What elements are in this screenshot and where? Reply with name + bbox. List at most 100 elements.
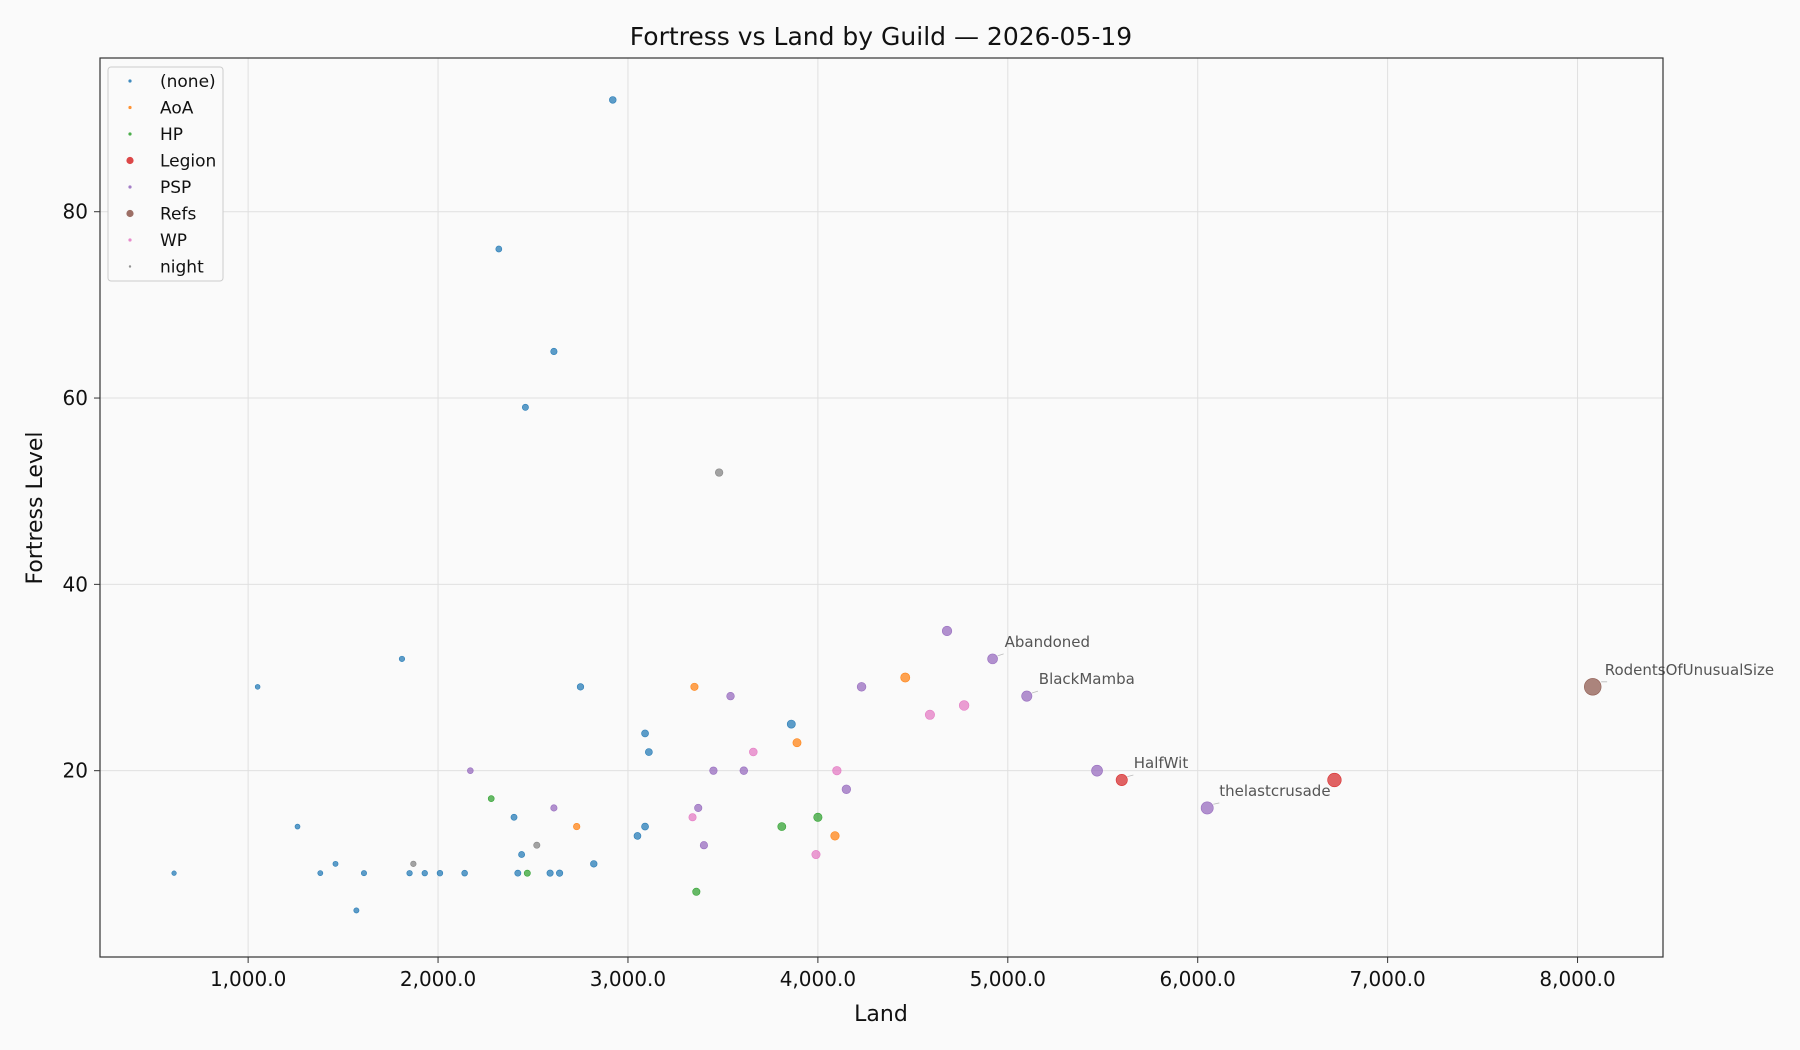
legend-marker	[126, 156, 134, 165]
data-point	[546, 869, 554, 877]
y-tick-label: 20	[63, 759, 88, 783]
data-point	[353, 907, 360, 914]
y-tick-label: 40	[63, 572, 88, 596]
grid-lines	[100, 58, 1663, 957]
data-point	[1021, 690, 1033, 702]
data-point	[633, 832, 642, 840]
y-axis-ticks: 20 40 60 80	[63, 200, 100, 783]
data-point	[832, 766, 842, 776]
data-point	[510, 813, 518, 821]
x-tick-label: 3,000.0	[590, 967, 666, 991]
data-point	[495, 245, 503, 253]
legend-marker	[128, 185, 132, 189]
data-point	[641, 729, 649, 738]
x-tick-label: 7,000.0	[1349, 967, 1425, 991]
data-point	[550, 804, 558, 812]
data-point	[987, 653, 998, 665]
data-point	[694, 803, 703, 812]
data-point	[332, 860, 339, 867]
data-point	[518, 851, 526, 858]
data-point	[811, 850, 821, 860]
legend-label: PSP	[160, 178, 191, 198]
legend-label: Refs	[160, 205, 196, 225]
data-point	[421, 870, 428, 877]
legend-label: AoA	[160, 99, 194, 119]
data-point	[690, 682, 699, 691]
data-point	[609, 96, 617, 104]
legend-marker	[128, 132, 132, 136]
data-point	[941, 625, 953, 637]
data-point	[792, 738, 802, 748]
data-point	[900, 672, 911, 683]
data-point	[645, 748, 653, 756]
data-point	[487, 795, 495, 802]
data-point	[1115, 774, 1128, 786]
x-tick-label: 1,000.0	[210, 967, 286, 991]
data-point	[317, 870, 324, 877]
x-tick-label: 4,000.0	[780, 967, 856, 991]
data-point	[924, 709, 935, 720]
annotation-leader	[1031, 690, 1039, 694]
data-point	[254, 684, 261, 690]
data-point	[813, 812, 823, 822]
data-point	[294, 823, 301, 830]
y-tick-label: 80	[63, 200, 88, 224]
x-tick-label: 5,000.0	[970, 967, 1046, 991]
data-point	[1091, 764, 1103, 777]
data-point	[406, 870, 413, 877]
annotation-leader	[997, 653, 1004, 657]
data-point	[726, 691, 735, 701]
x-axis-ticks: 1,000.0 2,000.0 3,000.0 4,000.0 5,000.0 6,000…	[210, 957, 1616, 991]
legend-marker	[128, 105, 132, 110]
plot-frame	[99, 57, 1664, 958]
annotation-leader	[1213, 802, 1220, 805]
legend-marker	[128, 265, 132, 268]
data-point	[523, 869, 531, 877]
data-point	[467, 767, 474, 774]
data-point	[715, 468, 724, 477]
point-annotation-label: HalfWit	[1134, 754, 1189, 772]
legend-label: (none)	[160, 72, 216, 92]
data-point	[514, 869, 522, 877]
data-point	[171, 870, 177, 876]
y-axis-label: Fortress Level	[23, 431, 48, 584]
data-point	[361, 870, 367, 877]
plot-area	[100, 58, 1663, 957]
point-annotation-label: Abandoned	[1005, 633, 1090, 651]
data-point	[461, 869, 468, 877]
data-point	[699, 841, 708, 850]
chart-title: Fortress vs Land by Guild — 2026-05-19	[630, 22, 1132, 51]
data-point	[1327, 772, 1342, 788]
legend-marker	[126, 209, 134, 218]
legend-label: WP	[160, 231, 187, 251]
x-tick-label: 2,000.0	[400, 967, 476, 991]
data-point	[692, 887, 701, 896]
data-points	[171, 96, 1602, 914]
legend-label: HP	[160, 125, 183, 145]
x-tick-label: 6,000.0	[1160, 967, 1236, 991]
data-point	[641, 822, 649, 831]
data-point	[436, 869, 444, 877]
legend-box	[107, 66, 224, 282]
data-point	[533, 841, 541, 849]
data-point	[688, 813, 697, 822]
data-point	[841, 784, 852, 794]
data-point	[739, 766, 749, 775]
data-point	[576, 683, 585, 691]
legend: (none) AoA HP Legion PSP Refs WP night	[107, 66, 224, 282]
data-point	[550, 347, 558, 355]
data-point	[556, 869, 564, 877]
point-annotations: HalfWit Abandoned BlackMamba thelastcrusade…	[997, 633, 1774, 805]
point-annotation-label: thelastcrusade	[1219, 782, 1330, 800]
legend-label: night	[160, 258, 204, 278]
data-point	[709, 766, 718, 775]
x-tick-label: 8,000.0	[1539, 967, 1615, 991]
data-point	[786, 719, 796, 729]
point-annotation-label: BlackMamba	[1039, 670, 1135, 688]
y-tick-label: 60	[63, 386, 88, 410]
data-point	[590, 860, 598, 868]
data-point	[958, 700, 970, 711]
legend-marker	[128, 238, 132, 242]
x-axis-label: Land	[854, 1002, 908, 1027]
